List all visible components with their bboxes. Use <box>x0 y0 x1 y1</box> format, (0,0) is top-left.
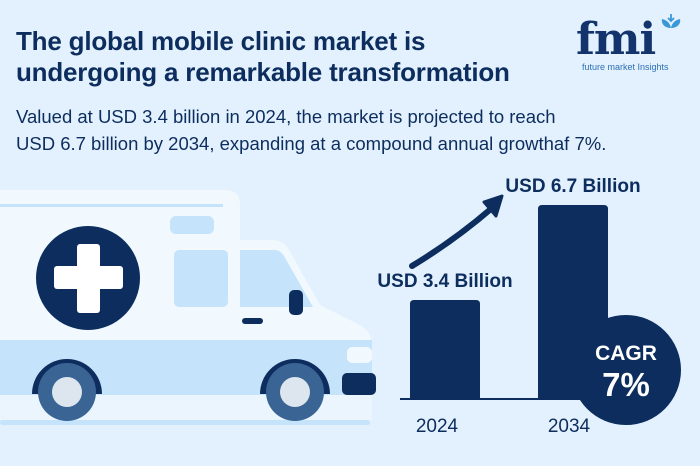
data-label: USD 6.7 Billion <box>505 176 640 197</box>
subtitle-line1: Valued at USD 3.4 billion in 2024, the m… <box>16 106 556 127</box>
wheel-icon <box>32 359 102 421</box>
logo-tagline: future market Insights <box>582 62 669 72</box>
category-label: 2024 <box>416 416 459 437</box>
category-label: 2034 <box>548 416 591 437</box>
cagr-label: CAGR <box>595 342 657 365</box>
leaf-icon <box>661 14 681 28</box>
medical-cross-icon <box>36 226 140 330</box>
baseline <box>400 398 625 400</box>
headline-line2: undergoing a remarkable transformation <box>16 57 510 87</box>
subtitle-line2: USD 6.7 billion by 2034, expanding at a … <box>16 133 607 154</box>
fmi-logo: fmi future market Insights <box>574 14 694 74</box>
headline: The global mobile clinic market is underg… <box>16 26 510 88</box>
cagr-value: 7% <box>602 366 650 403</box>
ambulance-illustration <box>0 190 376 425</box>
logo-text: fmi <box>576 14 656 65</box>
subtitle: Valued at USD 3.4 billion in 2024, the m… <box>16 103 700 157</box>
wheel-icon <box>260 359 330 421</box>
data-label: USD 3.4 Billion <box>377 271 512 292</box>
cagr-badge: CAGR 7% <box>571 315 681 425</box>
growth-arrow-icon <box>409 194 504 269</box>
headline-line1: The global mobile clinic market is <box>16 26 426 56</box>
bar-2024 <box>410 300 480 398</box>
